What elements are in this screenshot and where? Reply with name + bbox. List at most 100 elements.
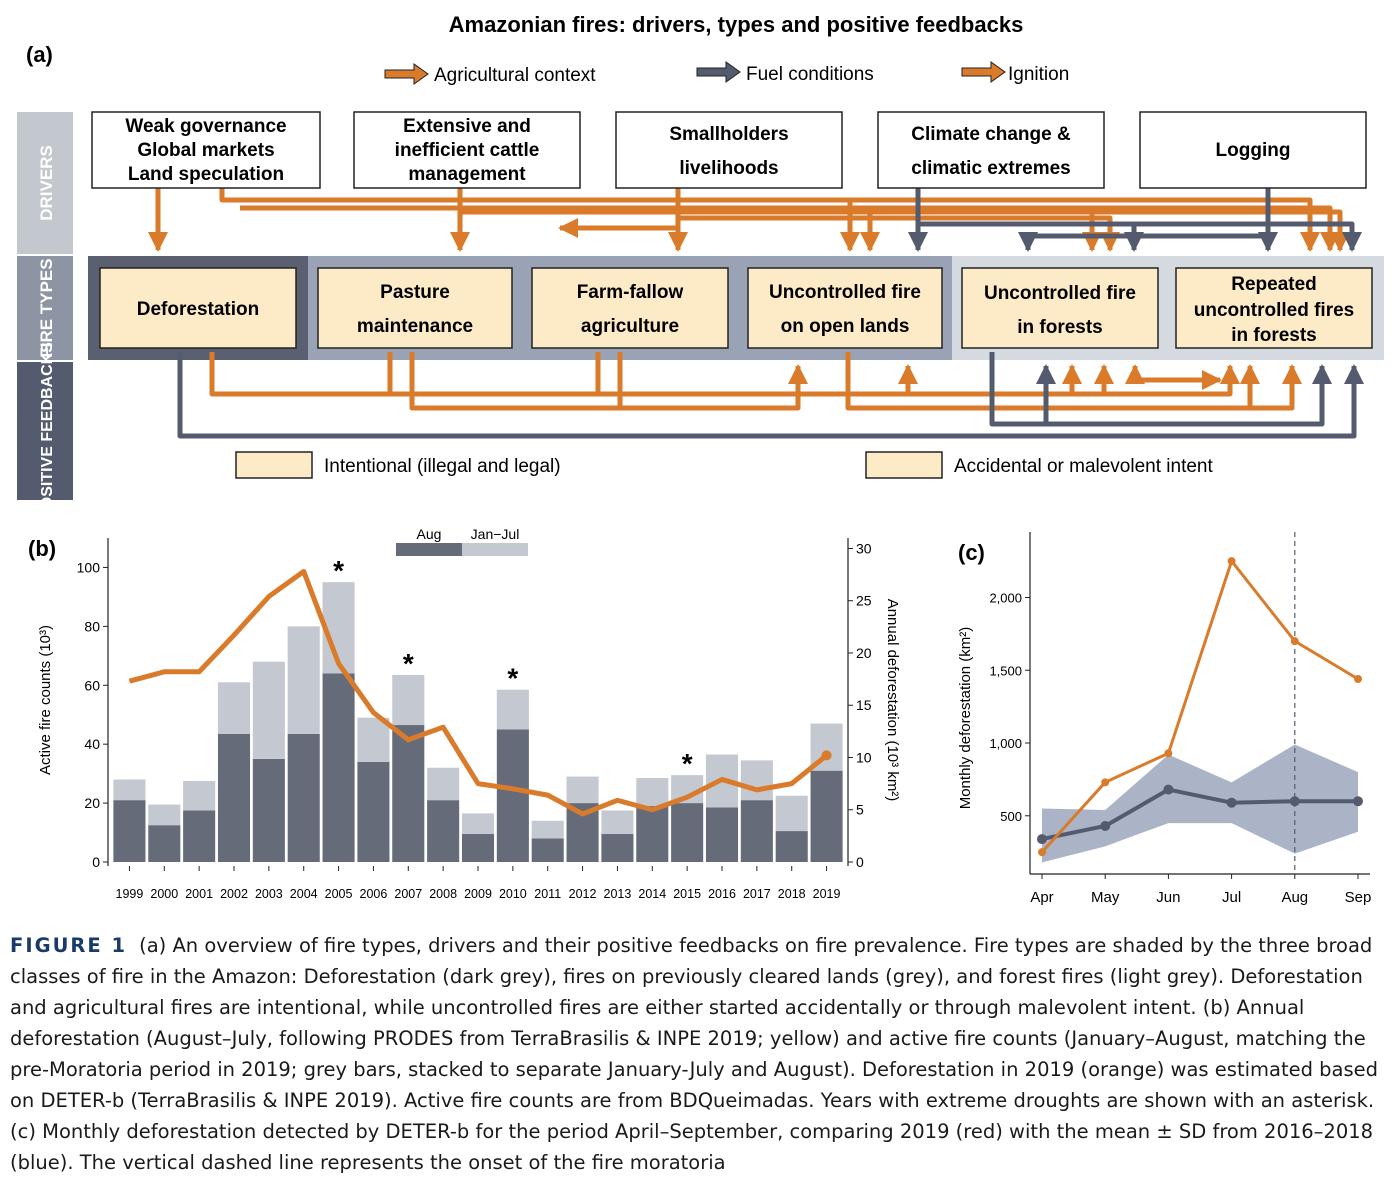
y-tick-label: 20 — [84, 795, 100, 811]
drought-asterisk: * — [403, 648, 414, 679]
x-tick-label: 2006 — [360, 887, 388, 901]
bar-jan-jul — [113, 779, 146, 801]
intent-legend: Intentional (illegal and legal) Accident… — [235, 451, 1213, 479]
x-tick-label: 2009 — [464, 887, 492, 901]
x-tick-label: Jun — [1156, 889, 1180, 906]
bar-jan-jul — [636, 778, 669, 807]
caption-label: FIGURE 1 — [10, 934, 128, 957]
drought-asterisk: * — [507, 663, 518, 694]
panel-c-ylabel: Monthly deforestation (km²) — [957, 627, 974, 810]
point-2019 — [1227, 557, 1236, 566]
bar-jan-jul — [217, 682, 251, 734]
y2-tick-label: 25 — [856, 593, 872, 609]
bar-jan-jul — [775, 795, 808, 832]
y2-tick-label: 0 — [856, 854, 864, 870]
legend-label-aug: Aug — [417, 526, 442, 542]
fire-type-label: agriculture — [581, 316, 679, 337]
y2-tick-label: 15 — [856, 697, 872, 713]
y-tick-label: 2,000 — [989, 590, 1022, 605]
driver-label: Global markets — [137, 140, 274, 161]
x-tick-label: 2005 — [325, 887, 353, 901]
panel-b-chart: (b) Active fire counts (10³) Annual defo… — [28, 526, 901, 901]
panel-c-label: (c) — [958, 540, 985, 565]
fire-type-label: Repeated — [1231, 274, 1317, 295]
bar-jan-jul — [601, 810, 634, 835]
x-tick-label: Sep — [1345, 889, 1372, 906]
x-tick-label: 2003 — [255, 887, 283, 901]
x-tick-label: 2008 — [429, 887, 457, 901]
fire-type-label: Uncontrolled fire — [769, 282, 921, 303]
bar-aug — [287, 733, 320, 862]
legend-label-jan-jul: Jan−Jul — [471, 526, 520, 542]
x-tick-label: 2018 — [778, 887, 806, 901]
figure-caption: FIGURE 1 (a) An overview of fire types, d… — [10, 930, 1390, 1178]
driver-label: Climate change & — [911, 124, 1071, 145]
drought-asterisk: * — [682, 748, 693, 779]
figure-1: (a) Amazonian fires: drivers, types and … — [17, 12, 1384, 906]
bar-aug — [671, 803, 704, 862]
intent-swatch-accidental — [865, 451, 943, 479]
driver-label: livelihoods — [679, 158, 778, 179]
intent-swatch-intentional — [235, 451, 313, 479]
driver-label: Logging — [1216, 140, 1291, 161]
bar-aug — [217, 733, 251, 862]
y-tick-label: 80 — [84, 618, 100, 634]
bar-aug — [740, 800, 773, 862]
driver-box-cattle — [353, 111, 581, 189]
mean-point — [1289, 796, 1300, 807]
x-tick-label: 2017 — [743, 887, 771, 901]
panel-b-bars — [113, 582, 843, 862]
y-tick-label: 500 — [1000, 809, 1022, 824]
x-tick-label: 2015 — [673, 887, 701, 901]
point-2019 — [1354, 674, 1362, 683]
panel-b-deforestation-line — [128, 568, 832, 817]
mean-point — [1353, 796, 1363, 807]
driver-box-smallholders — [615, 111, 843, 189]
driver-label: climatic extremes — [911, 158, 1071, 179]
legend-fuel-conditions: Fuel conditions — [696, 61, 874, 85]
panel-c-lines — [1037, 557, 1363, 857]
sidebar-positive-feedbacks — [17, 362, 73, 500]
panel-a-legend: Agricultural context Fuel conditions Ign… — [384, 61, 1069, 86]
fire-type-label: maintenance — [357, 316, 473, 337]
panel-a-label: (a) — [26, 42, 53, 67]
line-2019 — [1040, 559, 1359, 854]
y-tick-label: 60 — [84, 677, 100, 693]
fire-type-label: in forests — [1231, 325, 1317, 346]
x-tick-label: 2012 — [569, 887, 597, 901]
fire-type-boxes: Deforestation Pasture maintenance Farm-f… — [99, 267, 1373, 349]
y2-tick-label: 5 — [856, 802, 864, 818]
x-tick-label: 2013 — [604, 887, 632, 901]
driver-box-governance — [91, 111, 321, 189]
mean-point — [1037, 834, 1047, 845]
driver-box-logging — [1139, 111, 1367, 189]
bar-jan-jul — [531, 820, 564, 839]
driver-label: Smallholders — [669, 124, 788, 145]
driver-label: Weak governance — [125, 116, 286, 137]
x-tick-label: 2000 — [150, 887, 178, 901]
bar-jan-jul — [427, 767, 460, 801]
bar-aug — [775, 831, 808, 862]
panel-a-title: Amazonian fires: drivers, types and posi… — [449, 12, 1024, 37]
y-tick-label: 40 — [84, 736, 100, 752]
panel-c-sd-band — [1042, 744, 1358, 863]
x-tick-label: 1999 — [116, 887, 144, 901]
fire-type-forests — [961, 267, 1159, 349]
fire-type-label: uncontrolled fires — [1194, 300, 1354, 321]
fire-type-open-lands — [747, 267, 943, 349]
intent-label: Intentional (illegal and legal) — [324, 456, 561, 477]
y2-tick-label: 20 — [856, 645, 872, 661]
bar-jan-jul — [357, 717, 390, 762]
panel-b-label: (b) — [28, 536, 56, 561]
x-tick-label: 2004 — [290, 887, 318, 901]
bar-aug — [810, 770, 843, 862]
bar-jan-jul — [183, 781, 216, 811]
x-tick-label: May — [1091, 889, 1120, 906]
y-tick-label: 100 — [77, 559, 101, 575]
legend-label: Fuel conditions — [746, 64, 874, 85]
y-tick-label: 1,500 — [989, 663, 1022, 678]
point-2019 — [1164, 749, 1173, 758]
bar-jan-jul — [148, 804, 181, 826]
point-2019 — [1038, 848, 1046, 857]
panel-b-y2label: Annual deforestation (10³ km²) — [884, 599, 901, 802]
